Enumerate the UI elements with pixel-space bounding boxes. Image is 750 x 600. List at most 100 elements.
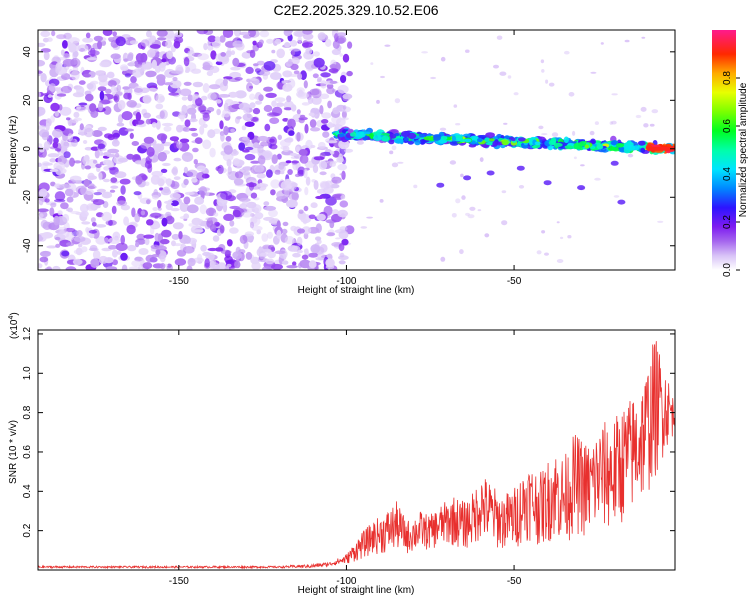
noise-blob: [62, 58, 75, 67]
spectrogram-frame: [37, 29, 676, 271]
noise-blob: [142, 262, 153, 270]
spectrogram-axes: -150 -100 -50 -40 -20 0 20 40: [22, 30, 675, 287]
faint-speckle: [651, 109, 659, 114]
noise-blob: [256, 60, 265, 66]
faint-speckle: [469, 206, 476, 211]
faint-speckle: [465, 49, 470, 53]
noise-blob: [263, 61, 276, 71]
noise-blob: [334, 229, 346, 234]
faint-speckle: [541, 133, 548, 136]
faint-speckle: [640, 106, 647, 112]
noise-blob: [155, 249, 161, 256]
noise-blob: [51, 30, 56, 37]
noise-blob: [268, 244, 275, 250]
noise-blob: [271, 49, 276, 54]
faint-speckle: [339, 53, 343, 57]
noise-blob: [62, 213, 70, 223]
noise-blob: [241, 211, 253, 218]
noise-blob: [176, 124, 183, 133]
noise-blob: [184, 235, 191, 244]
noise-blob: [282, 260, 289, 265]
noise-blob: [245, 66, 254, 74]
noise-blob: [257, 155, 266, 165]
noise-blob: [124, 73, 132, 78]
noise-blob: [97, 40, 102, 50]
noise-blob: [57, 210, 63, 216]
noise-blob: [130, 76, 137, 84]
noise-blob: [213, 212, 219, 217]
noise-blob: [301, 102, 310, 106]
noise-blob: [223, 213, 235, 221]
faint-speckle: [356, 140, 364, 145]
signal-blob: [628, 144, 636, 151]
noise-blob: [108, 237, 121, 245]
noise-blob: [103, 178, 110, 183]
noise-blob: [322, 131, 330, 138]
noise-blob: [244, 146, 254, 151]
noise-blob: [82, 155, 90, 166]
noise-blob: [188, 127, 198, 132]
noise-blob: [90, 217, 96, 223]
off-band-blob: [577, 185, 586, 191]
noise-blob: [268, 209, 278, 218]
noise-blob: [256, 173, 266, 179]
noise-blob: [149, 226, 155, 235]
noise-blob: [259, 30, 270, 38]
noise-blob: [347, 41, 353, 49]
faint-speckle: [541, 69, 545, 73]
noise-blob: [225, 260, 235, 264]
noise-blob: [246, 182, 257, 188]
noise-blob: [90, 258, 100, 269]
noise-blob: [282, 145, 290, 153]
noise-blob: [244, 121, 255, 127]
noise-blob: [92, 159, 98, 164]
noise-blob: [75, 185, 87, 195]
noise-blob: [217, 164, 224, 175]
faint-speckle: [613, 195, 620, 198]
noise-blob: [326, 140, 338, 144]
y-tick-label: 0.2: [22, 523, 33, 537]
noise-blob: [167, 33, 177, 38]
faint-speckle: [451, 213, 457, 218]
noise-blob: [55, 66, 68, 75]
noise-blob: [71, 119, 79, 124]
noise-blob: [55, 243, 61, 248]
noise-blob: [97, 86, 107, 92]
noise-blob: [166, 263, 172, 268]
noise-blob: [179, 138, 190, 144]
faint-speckle: [572, 130, 576, 136]
faint-speckle: [430, 76, 437, 80]
noise-blob: [80, 210, 89, 218]
y-tick-label: 0.6: [22, 445, 33, 459]
noise-blob: [110, 53, 121, 60]
noise-blob: [120, 185, 126, 195]
noise-blob: [220, 132, 225, 142]
noise-blob: [192, 147, 199, 153]
noise-blob: [52, 265, 61, 270]
noise-blob: [261, 233, 269, 242]
signal-blob: [459, 138, 466, 143]
noise-blob: [73, 236, 86, 243]
noise-blob: [164, 200, 173, 204]
noise-blob: [315, 195, 324, 200]
noise-blob: [302, 42, 313, 48]
noise-blob: [65, 266, 77, 270]
faint-speckle: [544, 252, 549, 256]
noise-blob: [332, 107, 340, 115]
faint-speckle: [594, 177, 601, 181]
noise-blob: [252, 40, 257, 46]
faint-speckle: [538, 125, 544, 130]
noise-blob: [53, 215, 60, 226]
signal-blob: [500, 144, 506, 149]
noise-blob: [219, 225, 225, 234]
x-tick-label: -50: [507, 576, 522, 587]
faint-speckle: [370, 62, 374, 65]
noise-blob: [289, 40, 298, 47]
noise-blob: [283, 107, 292, 111]
noise-blob: [155, 65, 161, 73]
noise-blob: [251, 225, 263, 231]
noise-blob: [340, 75, 347, 83]
noise-blob: [274, 169, 282, 175]
noise-blob: [187, 107, 197, 115]
noise-blob: [238, 142, 246, 151]
